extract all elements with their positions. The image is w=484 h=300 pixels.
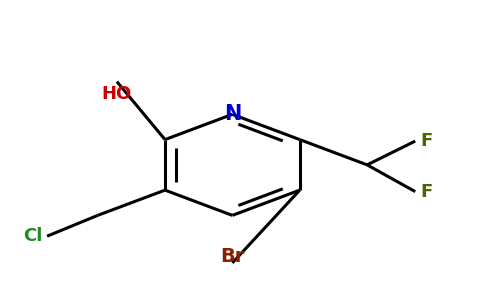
Text: HO: HO [102,85,132,103]
Text: Cl: Cl [23,227,42,245]
Text: Br: Br [220,247,244,266]
Text: F: F [420,132,432,150]
Text: F: F [420,183,432,201]
Text: N: N [224,104,241,124]
